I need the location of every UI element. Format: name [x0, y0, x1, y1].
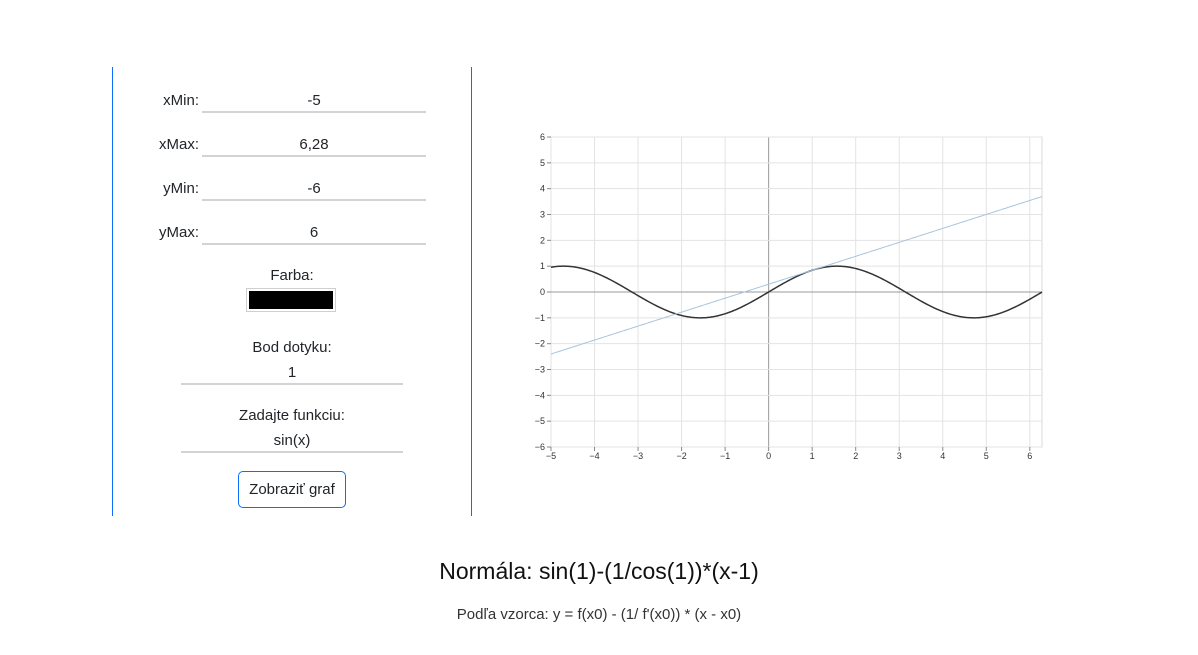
function-label: Zadajte funkciu:: [239, 407, 345, 424]
x-tick-label: −5: [546, 451, 556, 461]
x-tick-label: −4: [589, 451, 599, 461]
x-tick-label: 6: [1027, 451, 1032, 461]
ymax-input[interactable]: [202, 221, 426, 245]
x-tick-label: 5: [984, 451, 989, 461]
y-tick-label: −1: [535, 313, 545, 323]
y-tick-label: −4: [535, 390, 545, 400]
ymin-input[interactable]: [202, 177, 426, 201]
x-tick-label: 4: [940, 451, 945, 461]
x-tick-label: −1: [720, 451, 730, 461]
xmax-input[interactable]: [202, 133, 426, 157]
show-graph-button[interactable]: Zobraziť graf: [238, 471, 346, 508]
y-tick-label: −6: [535, 442, 545, 452]
y-tick-label: 5: [540, 158, 545, 168]
y-tick-label: −5: [535, 416, 545, 426]
xmin-label: xMin:: [163, 92, 199, 109]
y-tick-label: 2: [540, 235, 545, 245]
tangent-point-label: Bod dotyku:: [252, 339, 332, 356]
normal-equation: Normála: sin(1)-(1/cos(1))*(x-1): [439, 558, 759, 584]
y-tick-label: −3: [535, 365, 545, 375]
settings-panel: xMin: xMax: yMin: yMax: Farba: Bod dotyk…: [112, 67, 472, 516]
y-tick-label: 0: [540, 287, 545, 297]
y-tick-label: 4: [540, 184, 545, 194]
xmax-label: xMax:: [158, 136, 199, 153]
function-input[interactable]: [181, 429, 403, 453]
tangent-line: [550, 196, 1043, 355]
y-tick-label: −2: [535, 339, 545, 349]
x-tick-label: −2: [676, 451, 686, 461]
color-label: Farba:: [270, 267, 314, 284]
color-picker[interactable]: [246, 288, 336, 312]
ymax-label: yMax:: [158, 224, 199, 241]
color-swatch-fill: [249, 291, 333, 309]
x-tick-label: 1: [810, 451, 815, 461]
ymin-label: yMin:: [163, 180, 199, 197]
x-tick-label: 0: [766, 451, 771, 461]
x-tick-label: 2: [853, 451, 858, 461]
y-tick-label: 6: [540, 132, 545, 142]
y-tick-label: 3: [540, 210, 545, 220]
y-tick-label: 1: [540, 261, 545, 271]
formula-text: Podľa vzorca: y = f(x0) - (1/ f'(x0)) * …: [456, 606, 742, 623]
x-tick-label: −3: [633, 451, 643, 461]
x-tick-label: 3: [897, 451, 902, 461]
function-curve: [550, 265, 1043, 319]
tangent-point-input[interactable]: [181, 361, 403, 385]
xmin-input[interactable]: [202, 89, 426, 113]
